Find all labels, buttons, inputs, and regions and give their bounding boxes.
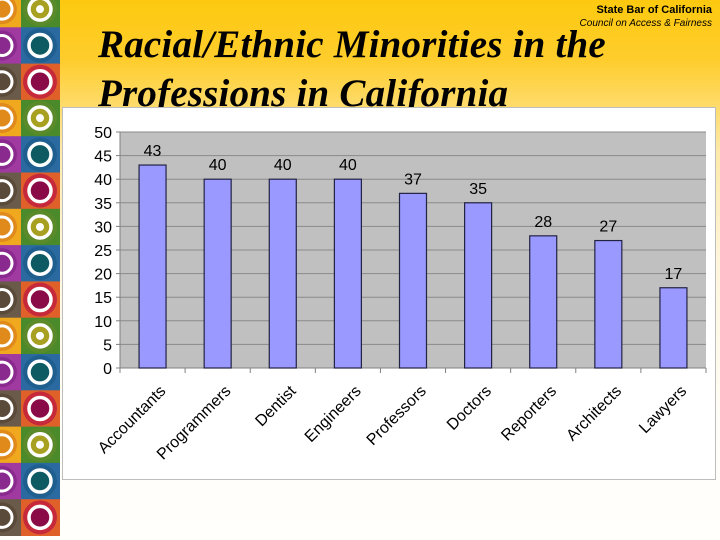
data-label: 27 xyxy=(599,219,617,236)
bar-engineers xyxy=(333,178,362,369)
bar-accountants xyxy=(138,164,167,369)
x-category-label: Engineers xyxy=(302,383,365,446)
data-label: 17 xyxy=(665,266,683,283)
x-category-label: Lawyers xyxy=(636,383,690,437)
y-tick-label: 10 xyxy=(94,314,112,331)
x-category-label: Professors xyxy=(364,383,430,449)
y-tick-label: 15 xyxy=(94,290,112,307)
org-subtitle: Council on Access & Fairness xyxy=(579,18,712,29)
y-tick-label: 25 xyxy=(94,243,112,260)
data-label: 40 xyxy=(339,157,357,174)
bar-professors xyxy=(398,192,428,369)
bar-architects xyxy=(594,239,623,369)
data-label: 28 xyxy=(534,214,552,231)
title-line-1: Racial/Ethnic Minorities in the xyxy=(98,23,606,66)
organization-block: State Bar of California Council on Acces… xyxy=(580,4,712,30)
circle-pattern-icon xyxy=(0,0,60,536)
y-tick-label: 45 xyxy=(94,149,112,166)
data-label: 40 xyxy=(209,157,227,174)
bar-chart: 0510152025303540455043Accountants40Progr… xyxy=(94,125,707,463)
bar-reporters xyxy=(529,235,558,369)
y-tick-label: 30 xyxy=(94,219,112,236)
bar-programmers xyxy=(203,178,232,369)
data-label: 40 xyxy=(274,157,292,174)
y-tick-label: 20 xyxy=(94,267,112,284)
slide-title: Racial/Ethnic Minorities in the Professi… xyxy=(98,20,606,118)
x-category-label: Doctors xyxy=(444,383,495,434)
bar-doctors xyxy=(464,202,493,369)
y-tick-label: 50 xyxy=(94,125,112,142)
x-category-label: Dentist xyxy=(252,382,300,430)
x-category-label: Reporters xyxy=(498,383,560,445)
decorative-circle-strip xyxy=(0,0,60,540)
data-label: 35 xyxy=(469,181,487,198)
bar-lawyers xyxy=(659,287,688,369)
org-name: State Bar of California xyxy=(596,4,712,16)
y-tick-label: 40 xyxy=(94,172,112,189)
data-label: 43 xyxy=(144,143,162,160)
y-tick-label: 0 xyxy=(103,361,112,378)
data-label: 37 xyxy=(404,171,422,188)
x-category-label: Architects xyxy=(563,383,625,445)
y-tick-label: 35 xyxy=(94,196,112,213)
bar-dentist xyxy=(268,178,297,369)
y-tick-label: 5 xyxy=(103,337,112,354)
